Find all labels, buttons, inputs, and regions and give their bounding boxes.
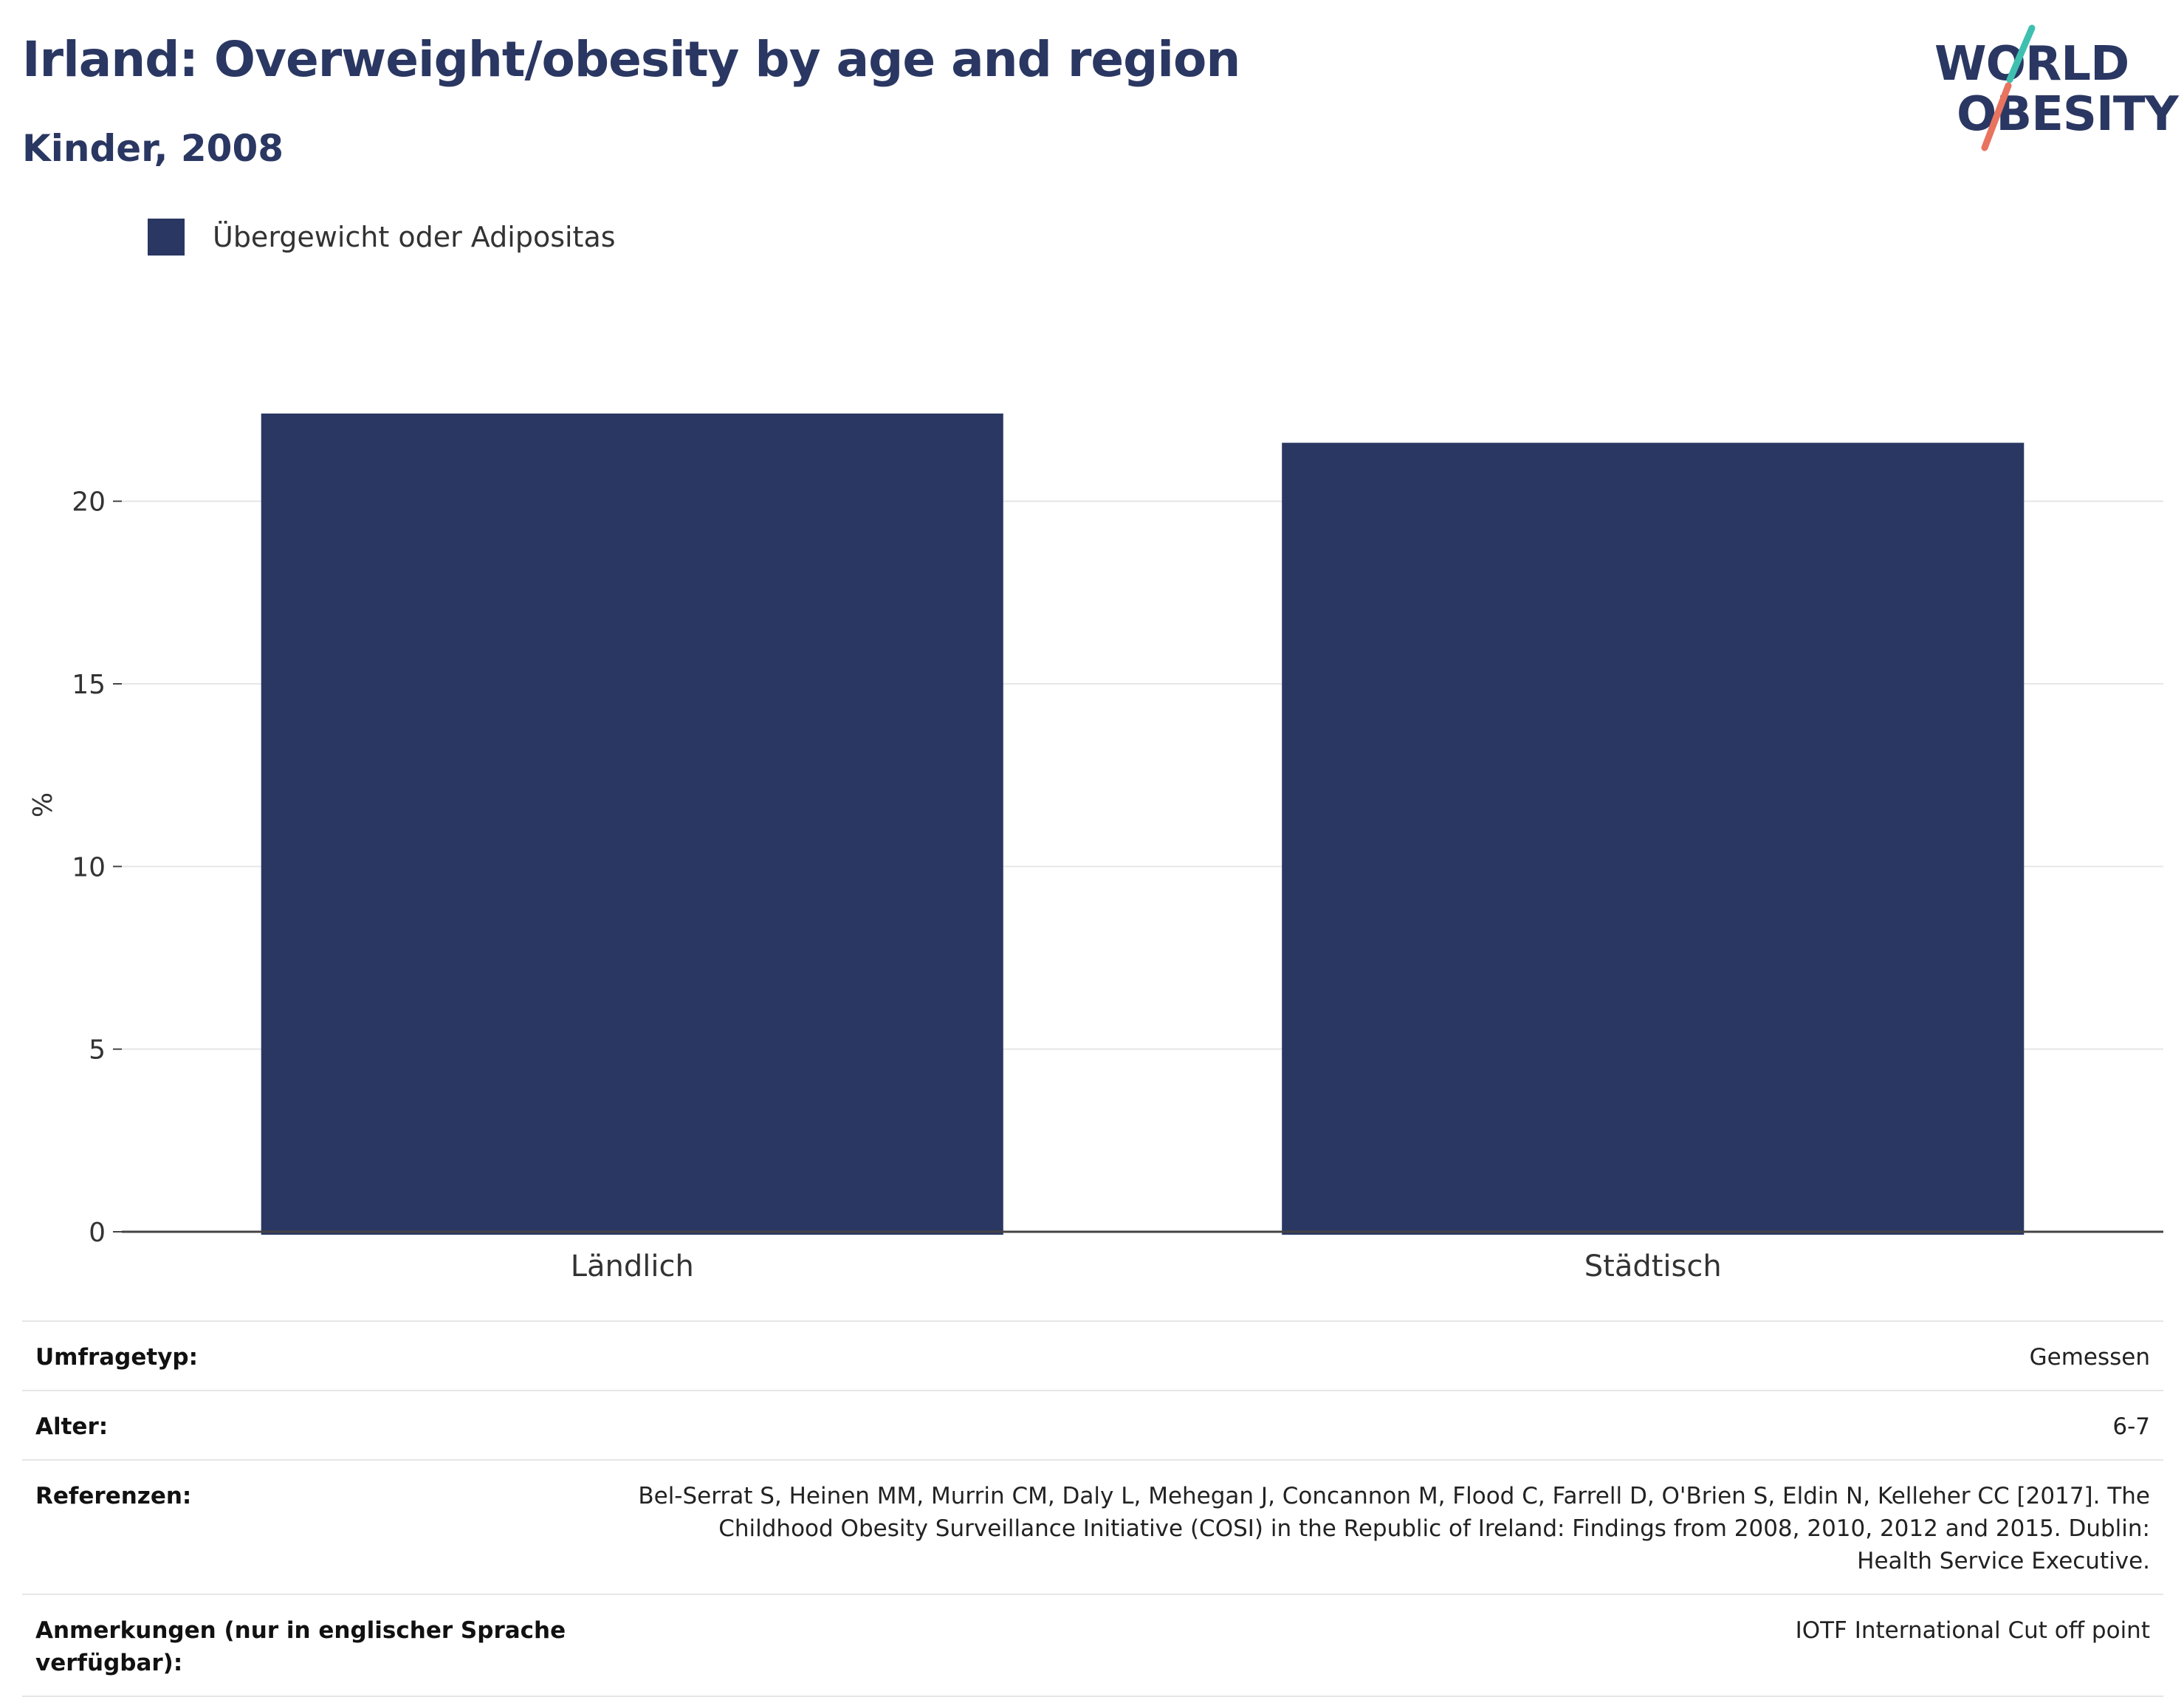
info-table: Umfragetyp: Gemessen Alter: 6-7 Referenz… <box>22 1320 2163 1697</box>
info-label: Referenzen: <box>35 1483 192 1509</box>
bar-staedtisch <box>1282 442 2025 1235</box>
bar-laendlich <box>261 414 1003 1235</box>
legend-swatch <box>148 219 185 256</box>
y-tick-label: 20 <box>72 487 106 518</box>
world-obesity-logo: WORLD OBESITY <box>1927 22 2179 155</box>
info-label: Anmerkungen (nur in englischer Sprache v… <box>35 1617 566 1676</box>
bar-chart: Ländlich Städtisch 0 5 10 15 20 % <box>28 414 2163 1283</box>
x-category-label: Ländlich <box>571 1249 694 1283</box>
info-label: Umfragetyp: <box>35 1344 198 1371</box>
x-category-label: Städtisch <box>1584 1249 1722 1283</box>
legend-label: Übergewicht oder Adipositas <box>213 221 616 253</box>
y-tick-label: 10 <box>72 852 106 882</box>
info-value: Gemessen <box>2029 1344 2150 1371</box>
y-tick-label: 5 <box>89 1035 106 1066</box>
logo-slash-icon <box>1981 24 2036 151</box>
info-label: Alter: <box>35 1413 109 1440</box>
info-row-age: Alter: 6-7 <box>22 1390 2163 1459</box>
logo-line-1: WORLD <box>1934 37 2129 92</box>
info-value: IOTF International Cut off point <box>1795 1617 2150 1644</box>
page-subtitle: Kinder, 2008 <box>22 127 284 170</box>
info-row-references: Referenzen: Bel-Serrat S, Heinen MM, Mur… <box>22 1459 2163 1594</box>
y-tick-label: 0 <box>89 1218 106 1248</box>
y-tick-label: 15 <box>72 670 106 700</box>
info-value: Bel-Serrat S, Heinen MM, Murrin CM, Daly… <box>638 1483 2150 1574</box>
info-row-survey-type: Umfragetyp: Gemessen <box>22 1320 2163 1390</box>
y-axis-title: % <box>28 792 58 817</box>
legend: Übergewicht oder Adipositas <box>148 219 616 256</box>
info-value: 6-7 <box>2112 1413 2150 1440</box>
info-row-notes: Anmerkungen (nur in englischer Sprache v… <box>22 1594 2163 1697</box>
page-title: Irland: Overweight/obesity by age and re… <box>22 31 1240 88</box>
